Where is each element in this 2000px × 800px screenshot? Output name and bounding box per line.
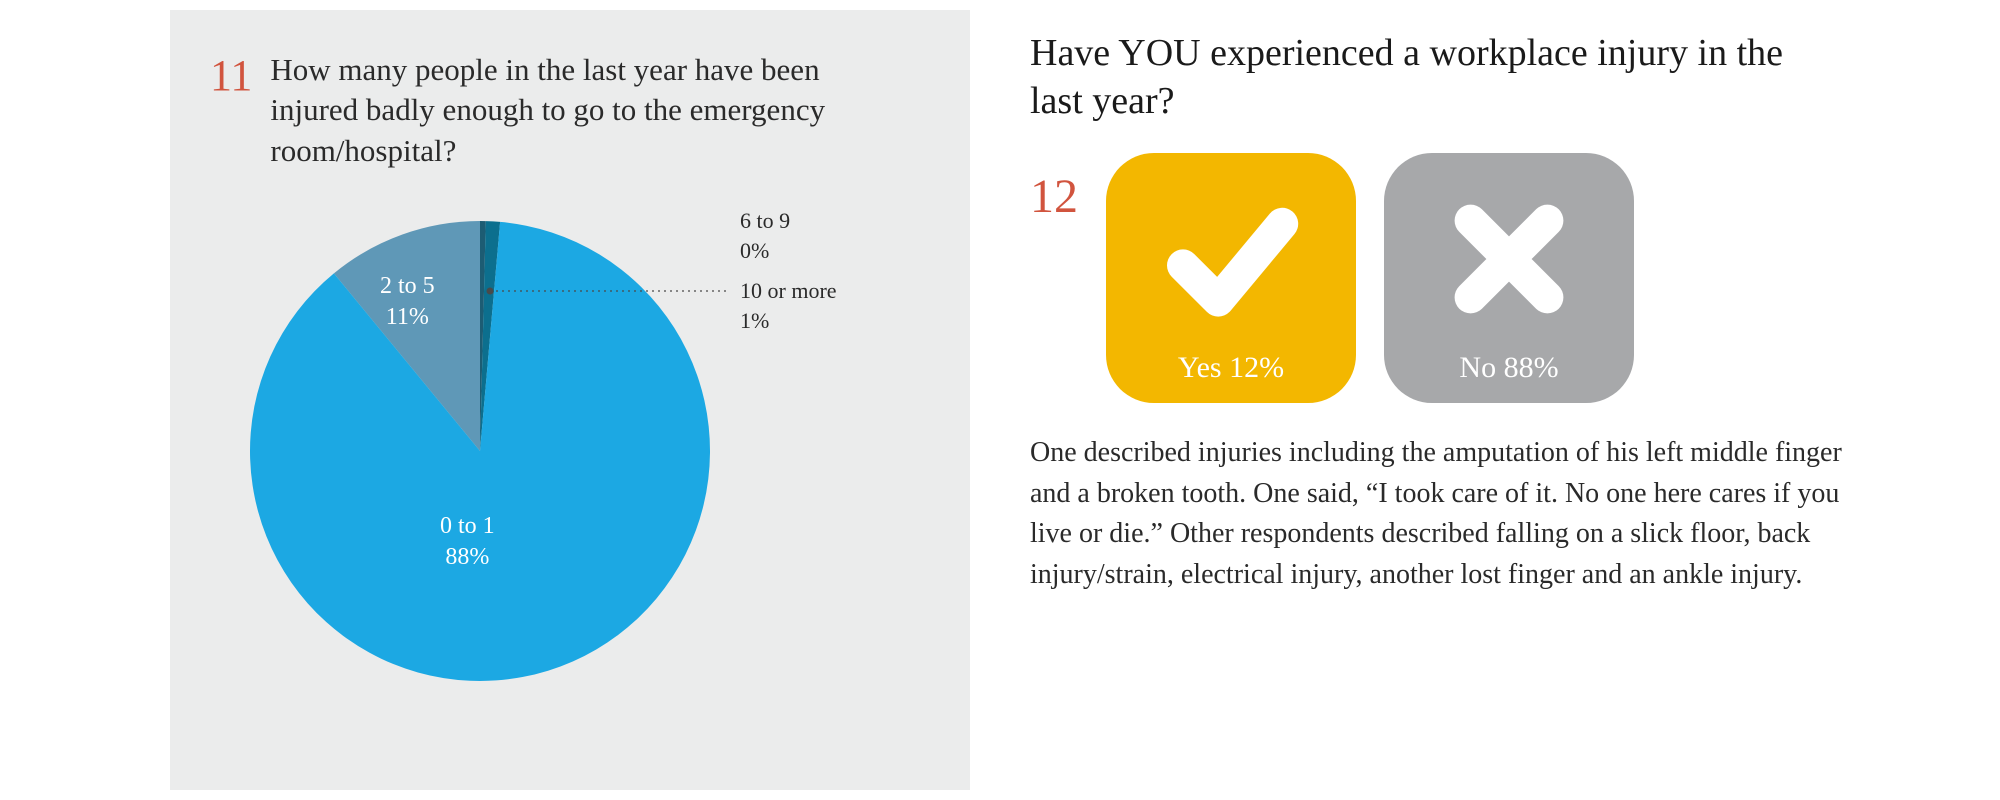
yes-tile: Yes 12%	[1106, 153, 1356, 403]
question-number-11: 11	[210, 50, 252, 98]
question-12-row: 12 Yes 12% No 88%	[1030, 153, 1940, 403]
ext-label-6to9: 6 to 9 0%	[740, 206, 790, 265]
ext-label-10plus-pct: 1%	[740, 308, 769, 333]
cross-icon	[1429, 179, 1589, 339]
yes-caption: Yes 12%	[1178, 351, 1284, 385]
slice-label-0to1: 0 to 1 88%	[440, 511, 495, 573]
pie-chart-wrap: 0 to 1 88% 2 to 5 11% 6 to 9 0% 10 or mo…	[230, 201, 950, 701]
question-11-text: How many people in the last year have be…	[270, 50, 830, 171]
slice-label-2to5-name: 2 to 5	[380, 273, 435, 299]
question-11-panel: 11 How many people in the last year have…	[170, 10, 970, 790]
no-caption: No 88%	[1459, 351, 1558, 385]
no-tile: No 88%	[1384, 153, 1634, 403]
slice-label-0to1-pct: 88%	[445, 544, 489, 570]
question-11-header: 11 How many people in the last year have…	[210, 50, 940, 171]
ext-label-10plus-name: 10 or more	[740, 278, 837, 303]
ext-label-6to9-name: 6 to 9	[740, 208, 790, 233]
slice-label-2to5-pct: 11%	[386, 304, 429, 330]
question-number-12: 12	[1030, 153, 1078, 221]
question-12-title: Have YOU experienced a workplace injury …	[1030, 30, 1790, 125]
check-icon	[1151, 179, 1311, 339]
ext-label-10plus: 10 or more 1%	[740, 276, 837, 335]
pie-chart	[230, 201, 950, 701]
ext-label-6to9-pct: 0%	[740, 238, 769, 263]
question-12-panel: Have YOU experienced a workplace injury …	[970, 0, 2000, 800]
slice-label-2to5: 2 to 5 11%	[380, 271, 435, 333]
slice-label-0to1-name: 0 to 1	[440, 513, 495, 539]
question-12-body: One described injuries including the amp…	[1030, 433, 1850, 595]
